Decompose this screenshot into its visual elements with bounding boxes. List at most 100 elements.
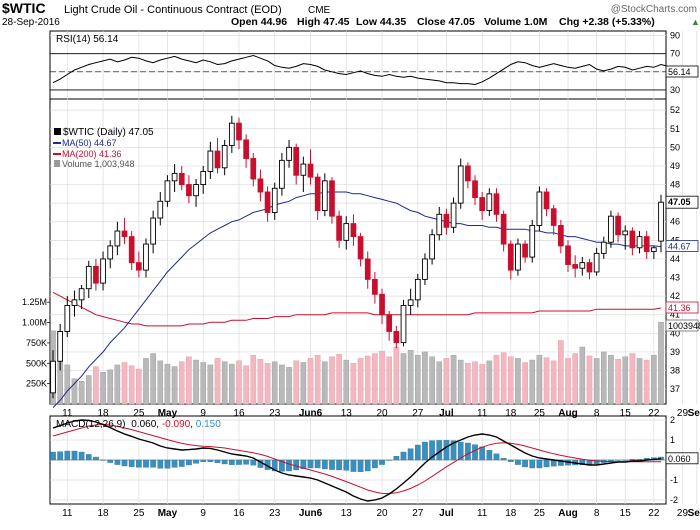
volume-bar-68 [536, 354, 543, 405]
macd-hist-bar-53 [429, 440, 435, 461]
x-tick-label-price-15: Aug [558, 408, 577, 419]
macd-hist-bar-80 [622, 459, 629, 461]
macd-legend-sep1: , [156, 419, 162, 430]
macd-hist-bar-38 [321, 459, 328, 470]
candle-body-22 [207, 150, 214, 172]
volume-bar-49 [400, 353, 407, 405]
volume-tick-label-1: 500K [26, 358, 47, 368]
rsi-last-tag: 56.14 [665, 65, 699, 78]
volume-last-tag: 1003948 [665, 319, 700, 332]
ma200-last-tag: 41.36 [665, 301, 699, 314]
macd-hist-bar-57 [457, 441, 464, 461]
candle-body-0 [50, 360, 56, 394]
candle-body-45 [372, 278, 378, 295]
candle-body-47 [386, 314, 393, 332]
candle-body-17 [171, 172, 178, 182]
candle-body-29 [257, 178, 264, 193]
macd-hist-bar-9 [114, 459, 121, 465]
candle-body-57 [457, 165, 464, 204]
macd-legend-sep2: , [190, 419, 196, 430]
candle-body-31 [271, 187, 278, 213]
header-low: Low 44.35 [356, 16, 406, 28]
volume-bar-38 [322, 361, 328, 405]
x-tick-label-price-10: 27 [412, 408, 424, 419]
macd-hist-bar-36 [307, 459, 314, 469]
price-tick-label-2: 39 [670, 347, 680, 357]
ma50-last-tag-box [665, 240, 699, 252]
x-tick-label-macd-6: 23 [269, 508, 281, 519]
candle-body-65 [515, 243, 521, 271]
macd-hist-bar-42 [350, 459, 357, 472]
x-tick-label-price-1: 18 [98, 408, 110, 419]
volume-bar-21 [200, 362, 207, 405]
candle-body-82 [636, 236, 643, 249]
volume-bar-81 [629, 353, 636, 405]
candle-body-55 [443, 213, 450, 228]
price-tick-label-4: 41 [670, 310, 680, 320]
watermark: @StockCharts.com [611, 4, 697, 15]
volume-bar-75 [586, 355, 593, 405]
x-tick-label-macd-19: 29 [677, 508, 689, 519]
price-tick-label-9: 46 [670, 217, 680, 227]
candle-body-11 [128, 236, 135, 264]
candle-body-3 [71, 299, 78, 306]
x-tick-label-price-9: 20 [376, 408, 388, 419]
volume-bar-31 [271, 361, 278, 405]
macd-hist-bar-44 [364, 459, 371, 472]
candle-body-23 [214, 150, 221, 169]
x-tick-label-macd-9: 20 [376, 508, 388, 519]
candle-body-77 [600, 241, 607, 254]
volume-bar-14 [150, 353, 156, 405]
x-tick-label-price-17: 15 [620, 408, 632, 419]
price-candles [50, 115, 664, 399]
header-symbol: $WTIC [2, 0, 46, 16]
macd-legend-prefix: MACD(12,26,9) [56, 419, 125, 430]
macd-hist-bar-27 [243, 459, 249, 465]
volume-bar-65 [515, 358, 521, 405]
volume-tick-label-3: 1.00M [22, 318, 47, 328]
macd-hist-bar-46 [379, 459, 385, 465]
macd-hist-bar-28 [250, 459, 257, 466]
candle-body-85 [658, 201, 664, 242]
header-volume: Volume 1.0M [484, 16, 548, 28]
x-tick-label-price-4: 9 [200, 408, 206, 419]
macd-hist-bar-2 [64, 450, 71, 461]
macd-hist-bar-21 [200, 459, 207, 462]
volume-bar-5 [85, 375, 92, 405]
macd-hist-bar-1 [57, 451, 64, 461]
macd-hist-bar-40 [336, 459, 342, 471]
volume-bar-50 [407, 350, 414, 405]
macd-hist-bar-32 [279, 459, 285, 472]
candle-body-60 [479, 197, 486, 212]
candle-body-13 [143, 243, 149, 271]
candle-body-25 [228, 122, 235, 146]
volume-bar-11 [128, 365, 135, 405]
macd-line [52, 419, 662, 502]
volume-bar-56 [450, 354, 457, 405]
volume-bar-57 [457, 359, 464, 405]
macd-hist-bar-79 [615, 459, 621, 461]
price-last-tag: 47.05 [665, 195, 699, 209]
volume-bar-55 [443, 358, 450, 405]
ma50-legend: MA(50) 44.67 [62, 138, 117, 148]
volume-bar-22 [207, 364, 214, 405]
x-tick-label-price-11: Jul [439, 408, 454, 419]
macd-hist-bar-22 [207, 459, 214, 462]
rsi-line [52, 54, 669, 86]
header-change: Chg +2.38 (+5.33%) [559, 16, 655, 28]
candle-body-84 [650, 247, 657, 252]
volume-bar-39 [329, 356, 335, 405]
macd-tick-label-4: 2 [670, 415, 675, 425]
x-tick-label-price-18: 22 [648, 408, 660, 419]
x-tick-label-price-19: 29 [677, 408, 689, 419]
macd-legend-hist: 0.150 [196, 419, 221, 430]
macd-hist-bar-19 [186, 459, 192, 466]
macd-hist-bar-25 [228, 459, 235, 465]
rsi-legend: RSI(14) 56.14 [56, 34, 119, 45]
x-tick-label-macd-12: 11 [477, 508, 488, 519]
volume-bar-7 [100, 372, 106, 405]
macd-hist-bar-51 [414, 444, 421, 461]
candle-body-4 [78, 288, 85, 301]
candle-body-8 [107, 245, 114, 260]
volume-bar-85 [658, 322, 664, 405]
